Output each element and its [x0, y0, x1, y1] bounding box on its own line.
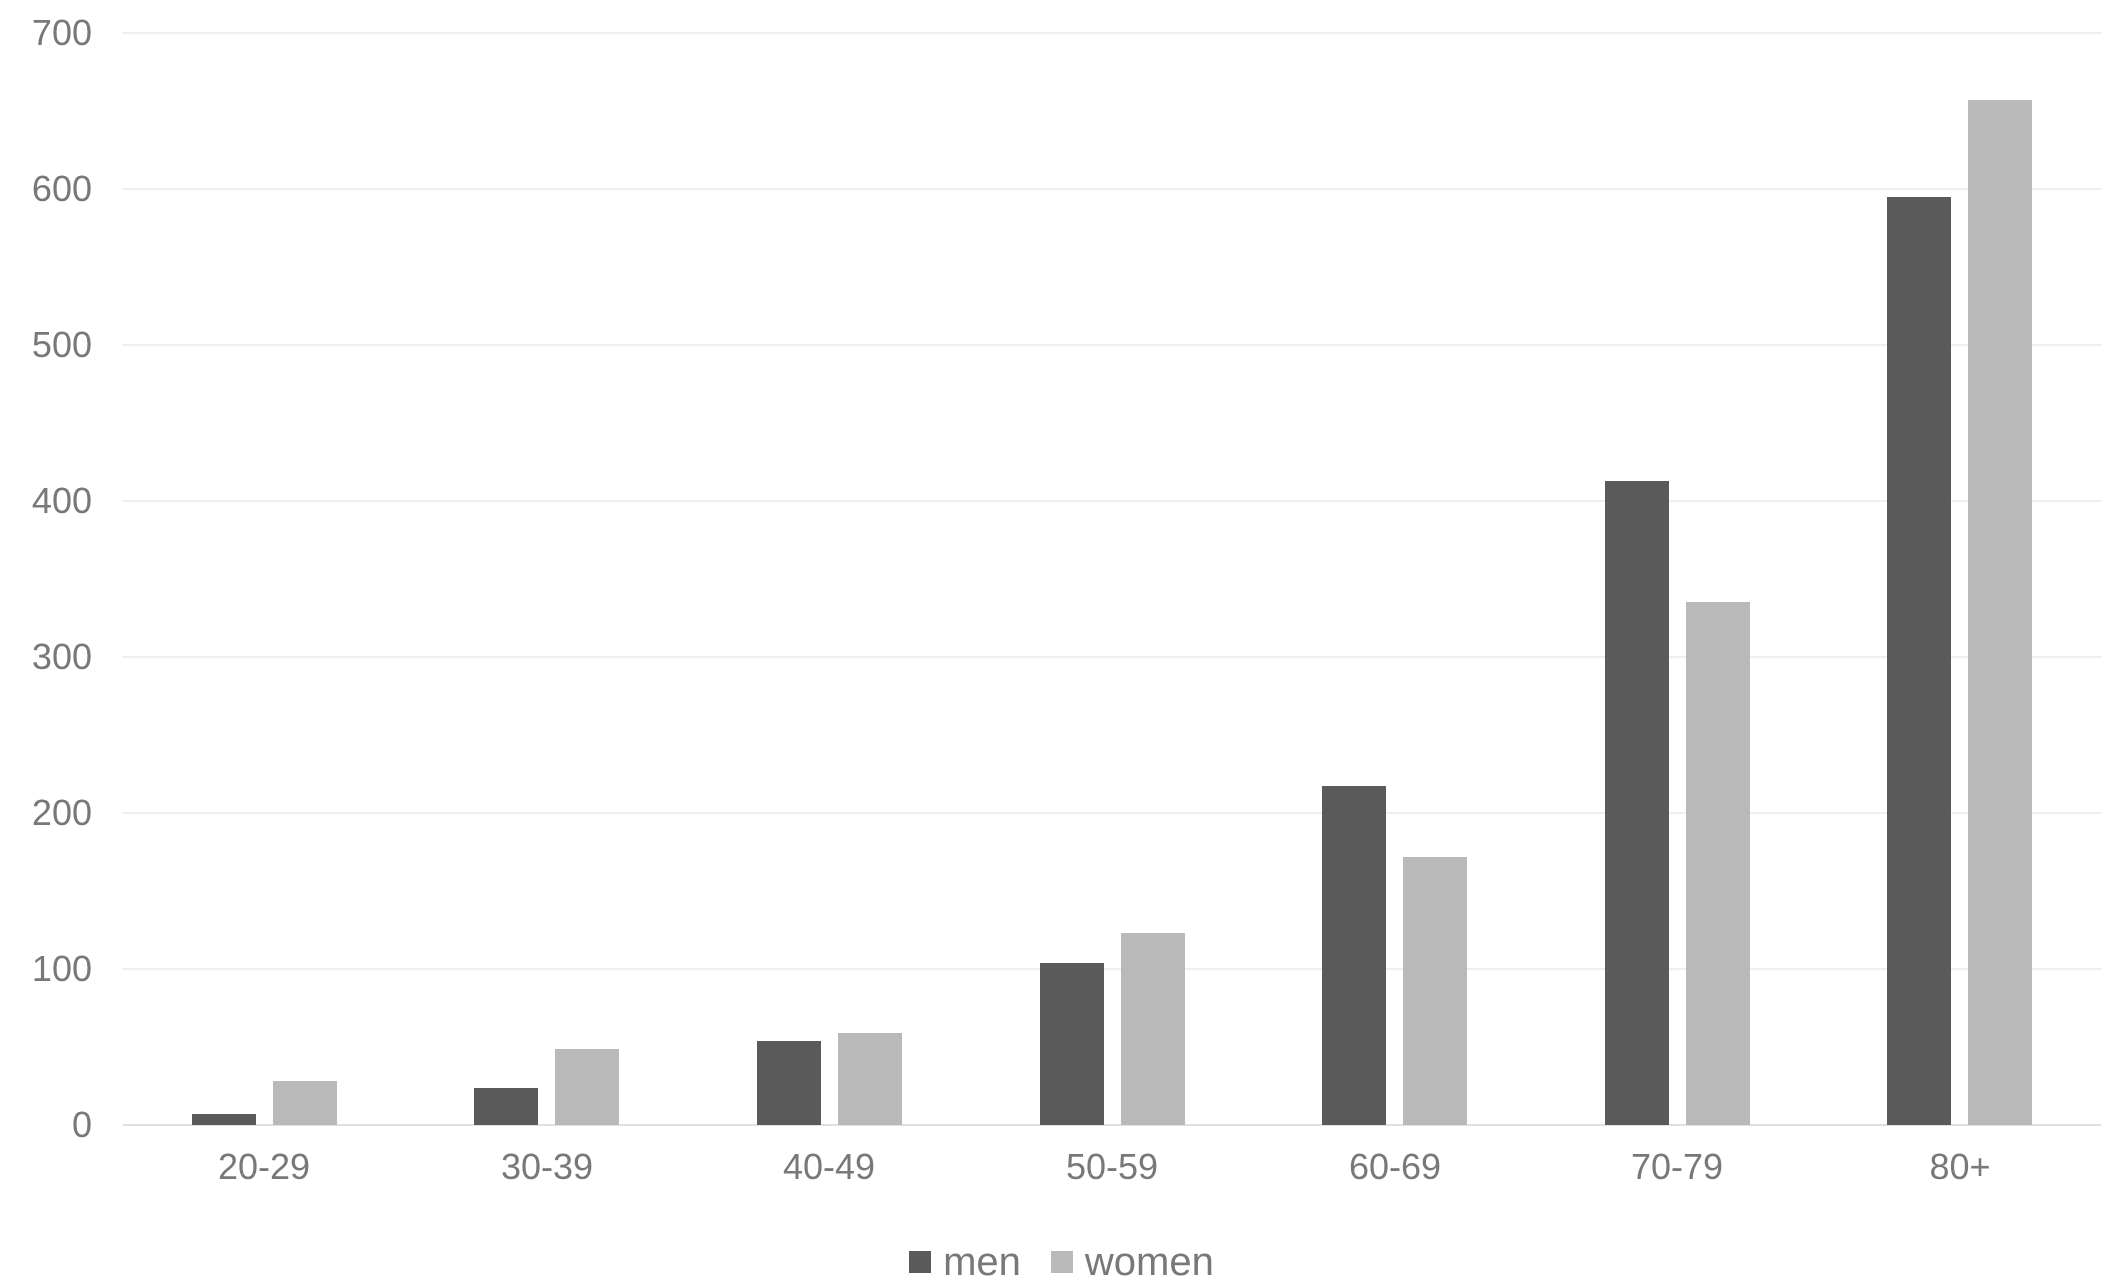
legend-label-women: women	[1084, 1240, 1214, 1284]
bar-women-50-59	[1121, 933, 1185, 1125]
gridline-200	[123, 812, 2101, 814]
gridline-700	[123, 32, 2101, 34]
gridline-500	[123, 344, 2101, 346]
y-tick-label-700: 700	[31, 12, 92, 53]
x-axis-line	[123, 1124, 2101, 1126]
x-tick-label-50-59: 50-59	[1065, 1146, 1159, 1187]
gridline-100	[123, 968, 2101, 970]
y-tick-label-400: 400	[31, 480, 92, 521]
bar-men-60-69	[1322, 786, 1386, 1125]
bar-women-70-79	[1686, 602, 1750, 1125]
bar-women-40-49	[838, 1033, 902, 1125]
bar-men-50-59	[1040, 963, 1104, 1125]
legend-label-men: men	[943, 1240, 1021, 1284]
y-tick-label-600: 600	[31, 168, 92, 209]
legend: men women	[0, 1240, 2123, 1284]
x-tick-label-30-39: 30-39	[500, 1146, 594, 1187]
legend-swatch-icon-women	[1050, 1251, 1073, 1273]
y-tick-label-0: 0	[71, 1104, 92, 1145]
y-tick-label-500: 500	[31, 324, 92, 365]
bar-men-30-39	[474, 1088, 538, 1125]
x-tick-label-20-29: 20-29	[217, 1146, 311, 1187]
x-tick-label-40-49: 40-49	[782, 1146, 876, 1187]
legend-item-men: men	[909, 1240, 1021, 1284]
y-tick-label-100: 100	[31, 948, 92, 989]
x-tick-label-70-79: 70-79	[1630, 1146, 1724, 1187]
bar-women-80+	[1968, 100, 2032, 1125]
x-tick-label-80+: 80+	[1929, 1146, 1991, 1187]
bar-women-60-69	[1403, 857, 1467, 1125]
bar-men-20-29	[192, 1114, 256, 1125]
y-tick-label-300: 300	[31, 636, 92, 677]
x-tick-label-60-69: 60-69	[1348, 1146, 1442, 1187]
gridline-600	[123, 188, 2101, 190]
gridline-400	[123, 500, 2101, 502]
legend-item-women: women	[1050, 1240, 1214, 1284]
bar-women-30-39	[555, 1049, 619, 1125]
gridline-300	[123, 656, 2101, 658]
bar-men-80+	[1887, 197, 1951, 1125]
legend-swatch-icon-men	[909, 1251, 932, 1273]
bar-women-20-29	[273, 1081, 337, 1125]
bar-men-70-79	[1605, 481, 1669, 1125]
bar-men-40-49	[757, 1041, 821, 1125]
y-tick-label-200: 200	[31, 792, 92, 833]
